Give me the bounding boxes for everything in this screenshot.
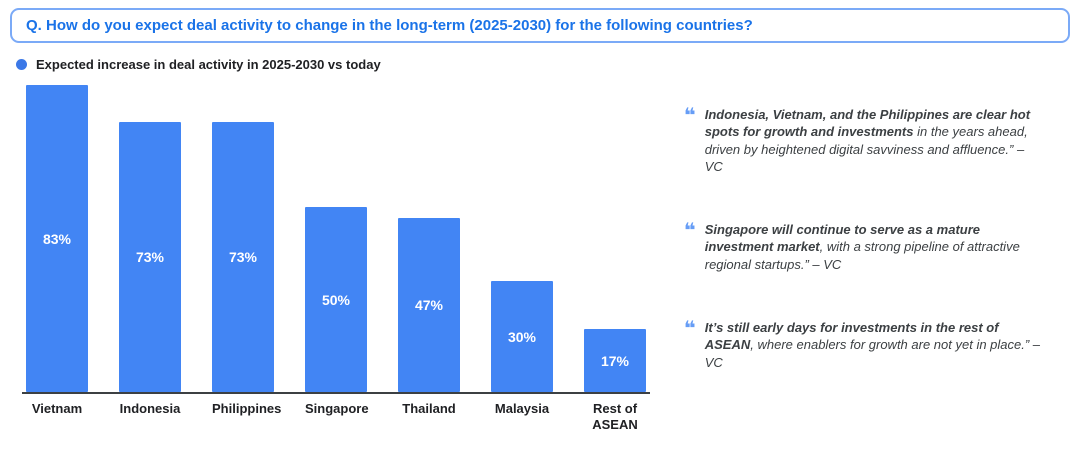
quote-text-rest: in the years ahead, driven by heightened… xyxy=(704,124,1028,174)
bar-vietnam: 83% xyxy=(26,85,88,392)
category-label: Philippines xyxy=(212,401,282,416)
bar-thailand: 47% xyxy=(398,218,460,392)
quote-text: Singapore will continue to serve as a ma… xyxy=(705,221,1044,273)
chart-legend: Expected increase in deal activity in 20… xyxy=(16,57,1080,72)
question-text: Q. How do you expect deal activity to ch… xyxy=(26,17,753,34)
question-box: Q. How do you expect deal activity to ch… xyxy=(10,8,1070,43)
bar-value-label: 17% xyxy=(600,352,630,369)
plot-area: 83% 73% 73% 50% 47% 30% 17% xyxy=(22,78,650,392)
bar-value-label: 50% xyxy=(321,291,351,308)
bar-malaysia: 30% xyxy=(491,281,553,392)
bar-value-label: 73% xyxy=(228,249,258,266)
x-axis-labels: Vietnam Indonesia Philippines Singapore Thai… xyxy=(22,394,650,434)
quote-item: ❝ Indonesia, Vietnam, and the Philippines… xyxy=(684,103,1044,175)
quote-text-bold: Singapore will continue to serve as a ma… xyxy=(704,222,980,255)
bar-indonesia: 73% xyxy=(119,122,181,392)
content-area: 83% 73% 73% 50% 47% 30% 17% Vietnam Indonesia Ph… xyxy=(0,78,1080,434)
bar-philippines: 73% xyxy=(212,122,274,392)
category-label: Thailand xyxy=(402,401,456,416)
bar-value-label: 83% xyxy=(42,230,72,247)
category-label: Malaysia xyxy=(494,401,550,416)
quote-text: Indonesia, Vietnam, and the Philippines … xyxy=(705,106,1044,175)
category-label: Singapore xyxy=(305,401,369,416)
quote-text-rest: , with a strong pipeline of attractive r… xyxy=(704,239,1020,272)
bar-value-label: 30% xyxy=(507,328,537,345)
quote-icon: ❝ xyxy=(684,218,696,243)
quote-text-bold: It’s still early days for investments in… xyxy=(704,319,999,353)
category-label: Indonesia xyxy=(119,401,181,416)
quote-text-rest: , where enablers for growth are not yet … xyxy=(704,337,1041,370)
quote-text-bold: Indonesia, Vietnam, and the Philippines … xyxy=(704,107,1031,140)
bar-rest-of-asean: 17% xyxy=(584,329,646,392)
quote-text: It’s still early days for investments in… xyxy=(705,319,1044,371)
bar-singapore: 50% xyxy=(305,207,367,392)
quotes-panel: ❝ Indonesia, Vietnam, and the Philippines… xyxy=(684,78,1044,371)
bar-chart: 83% 73% 73% 50% 47% 30% 17% Vietnam Indonesia Ph… xyxy=(22,78,650,434)
category-label: Vietnam xyxy=(31,401,83,416)
legend-dot-icon xyxy=(16,59,27,70)
x-axis-line xyxy=(22,392,650,394)
quote-item: ❝ It’s still early days for investments i… xyxy=(684,315,1044,371)
quote-icon: ❝ xyxy=(684,315,696,340)
bar-value-label: 73% xyxy=(135,249,165,266)
category-label: Rest of ASEAN xyxy=(592,401,638,433)
quote-icon: ❝ xyxy=(684,103,696,127)
legend-label: Expected increase in deal activity in 20… xyxy=(36,57,381,72)
quote-item: ❝ Singapore will continue to serve as a m… xyxy=(684,218,1044,273)
bar-value-label: 47% xyxy=(414,297,444,314)
